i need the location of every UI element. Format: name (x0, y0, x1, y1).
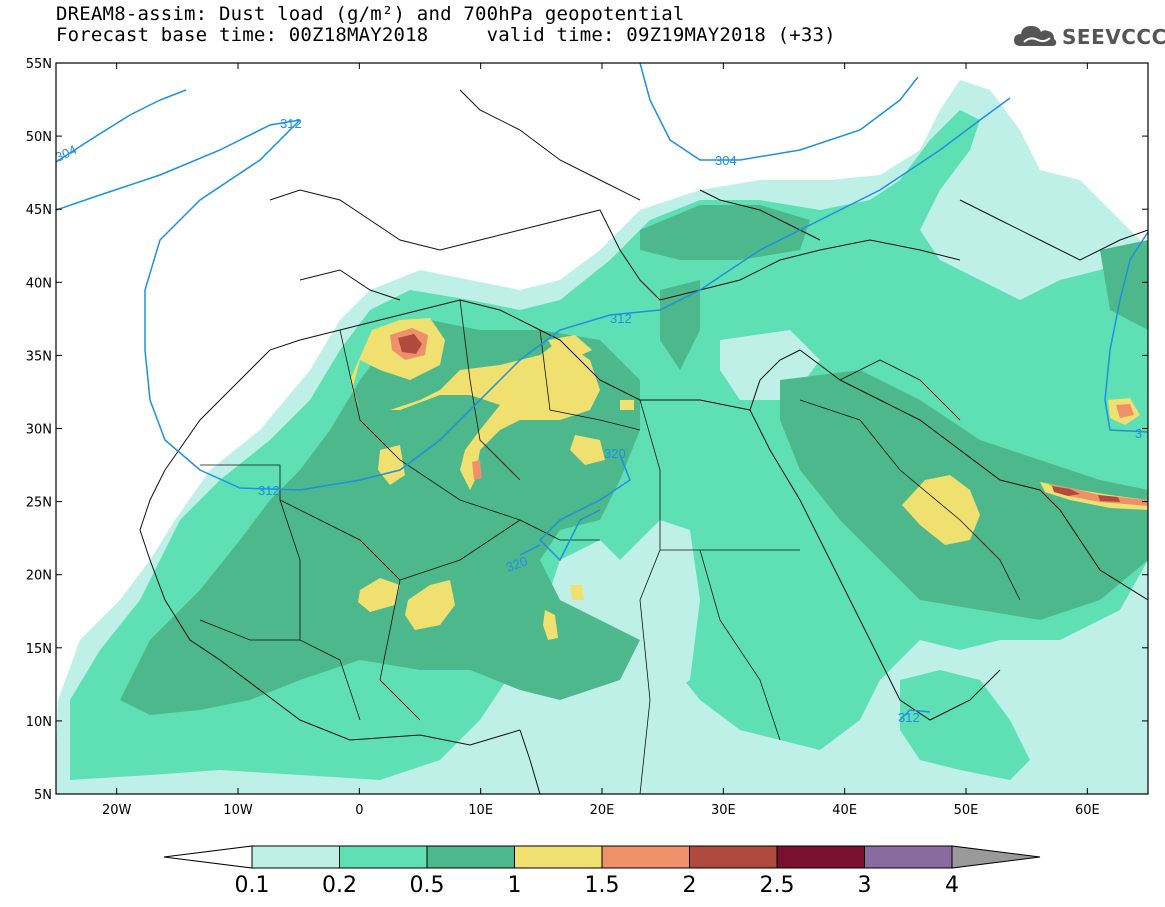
logo-text: SEEVCCC (1062, 25, 1165, 49)
lat-tick-label: 20N (26, 569, 52, 584)
lat-tick-label: 55N (26, 57, 52, 72)
colorbar-label: 2.5 (760, 873, 795, 898)
lat-tick-label: 45N (26, 203, 52, 218)
colorbar-label: 3 (858, 873, 872, 898)
lon-tick-label: 20W (102, 803, 132, 818)
lat-tick-label: 5N (34, 788, 52, 803)
colorbar-segment (601, 845, 690, 869)
colorbar-segment (689, 845, 778, 869)
colorbar-over (951, 845, 1041, 869)
dust-level-1 (350, 318, 600, 490)
lon-tick-label: 50E (954, 803, 979, 818)
colorbar-segment (514, 845, 603, 869)
contour-labels: 304 312 312 304 312 320 312 320 3 (53, 116, 1142, 725)
colorbar-label: 2 (683, 873, 697, 898)
forecast-time-line: Forecast base time: 00Z18MAY2018 valid t… (56, 24, 836, 46)
colorbar-label: 0.5 (410, 873, 445, 898)
colorbar-segment (251, 845, 340, 869)
contour-label: 320 (604, 446, 626, 461)
colorbar-label: 1.5 (585, 873, 620, 898)
cloud-icon (1014, 26, 1057, 46)
contour-label: 312 (280, 116, 302, 131)
geopotential-contours (56, 63, 1148, 721)
colorbar-segment (776, 845, 865, 869)
lat-tick-label: 10N (26, 715, 52, 730)
coastlines (139, 89, 1148, 794)
lon-tick-label: 40E (832, 803, 857, 818)
lat-tick-label: 15N (26, 642, 52, 657)
colorbar-label: 1 (508, 873, 522, 898)
contour-label: 3 (1135, 426, 1142, 441)
dust-field (56, 63, 1148, 794)
lon-tick-label: 10E (468, 803, 493, 818)
lon-tick-label: 0 (355, 803, 363, 818)
lon-tick-label: 60E (1075, 803, 1100, 818)
longitude-axis: 20W 10W 0 10E 20E 30E 40E 50E 60E (102, 63, 1100, 818)
lat-tick-label: 40N (26, 276, 52, 291)
dust-level-2 (398, 334, 422, 354)
lat-tick-label: 35N (26, 349, 52, 364)
lat-tick-label: 25N (26, 496, 52, 511)
lat-tick-label: 50N (26, 130, 52, 145)
colorbar: 0.1 0.2 0.5 1 1.5 2 2.5 3 4 (163, 845, 1041, 898)
colorbar-under (163, 845, 253, 869)
lon-tick-label: 20E (590, 803, 615, 818)
latitude-axis: 55N 50N 45N 40N 35N 30N 25N 20N 15N 10N 5N (26, 57, 1148, 803)
map-title: DREAM8-assim: Dust load (g/m²) and 700hP… (56, 3, 685, 25)
colorbar-label: 0.2 (322, 873, 357, 898)
colorbar-label: 4 (945, 873, 959, 898)
contour-label: 312 (258, 483, 280, 498)
contour-label: 312 (610, 311, 632, 326)
colorbar-segment (339, 845, 428, 869)
lat-tick-label: 30N (26, 423, 52, 438)
lon-tick-label: 30E (711, 803, 736, 818)
colorbar-segment (864, 845, 953, 869)
lon-tick-label: 10W (223, 803, 253, 818)
seevccc-logo: SEEVCCC (1012, 22, 1165, 52)
colorbar-segment (426, 845, 515, 869)
contour-label: 312 (898, 710, 920, 725)
contour-label: 304 (715, 153, 737, 168)
colorbar-label: 0.1 (235, 873, 270, 898)
contour-label: 320 (504, 553, 530, 575)
borders (199, 299, 1021, 794)
